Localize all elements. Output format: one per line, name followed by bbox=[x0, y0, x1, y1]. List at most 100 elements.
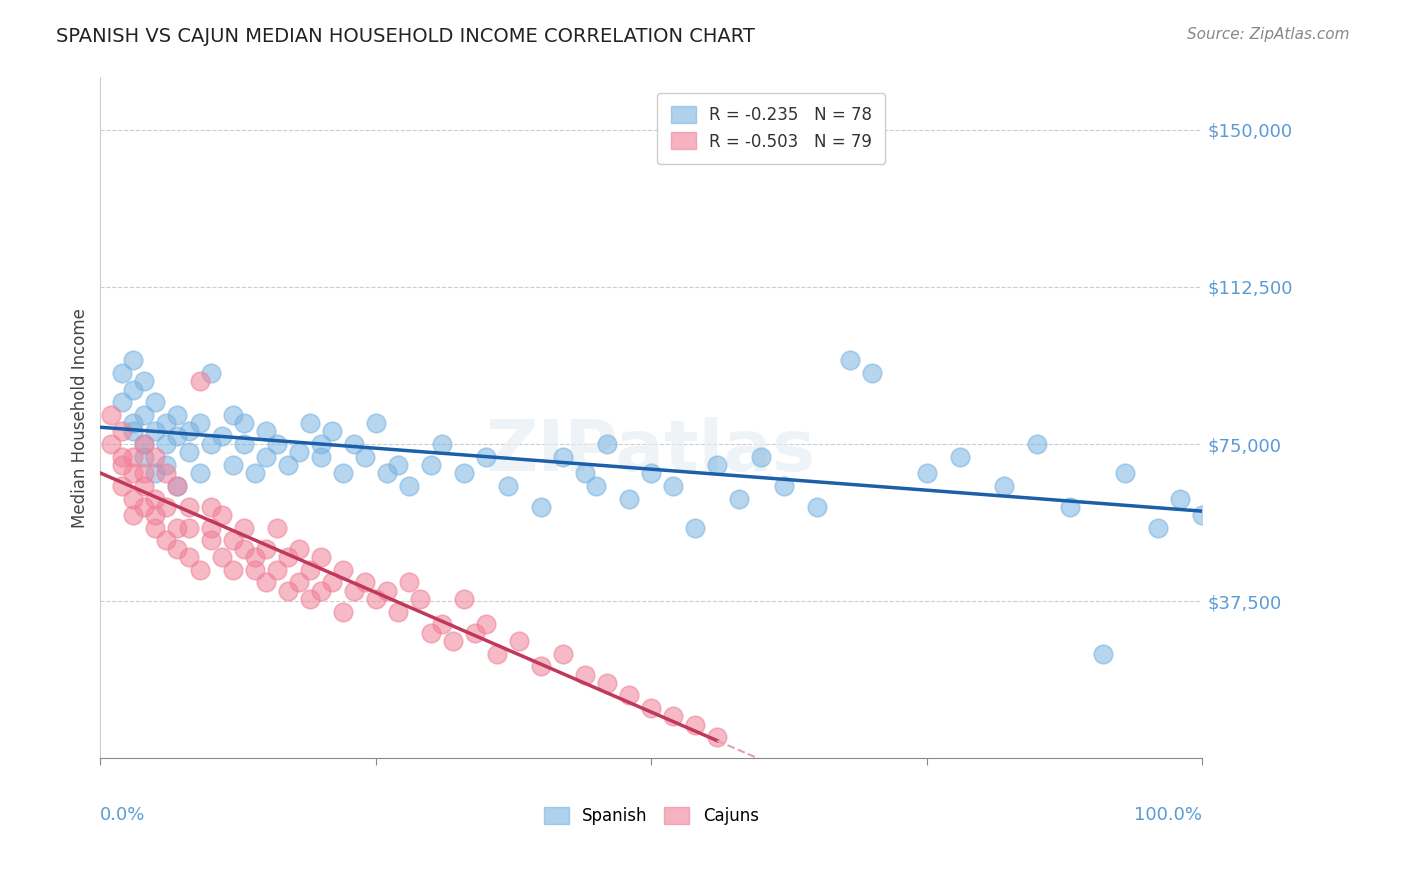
Point bbox=[949, 450, 972, 464]
Point bbox=[266, 521, 288, 535]
Point bbox=[475, 617, 498, 632]
Point bbox=[1191, 508, 1213, 523]
Point bbox=[134, 479, 156, 493]
Point bbox=[685, 718, 707, 732]
Point bbox=[232, 416, 254, 430]
Point bbox=[419, 458, 441, 472]
Point bbox=[441, 634, 464, 648]
Point bbox=[111, 425, 134, 439]
Point bbox=[751, 450, 773, 464]
Point bbox=[145, 395, 167, 409]
Point bbox=[662, 709, 685, 723]
Point bbox=[177, 500, 200, 514]
Legend: Spanish, Cajuns: Spanish, Cajuns bbox=[537, 800, 765, 831]
Point bbox=[111, 479, 134, 493]
Point bbox=[530, 659, 553, 673]
Point bbox=[200, 500, 222, 514]
Point bbox=[166, 428, 188, 442]
Point bbox=[134, 467, 156, 481]
Point bbox=[188, 563, 211, 577]
Point bbox=[134, 408, 156, 422]
Point bbox=[122, 425, 145, 439]
Point bbox=[221, 458, 243, 472]
Point bbox=[1026, 437, 1049, 451]
Point bbox=[387, 458, 409, 472]
Point bbox=[122, 467, 145, 481]
Point bbox=[134, 500, 156, 514]
Point bbox=[166, 479, 188, 493]
Point bbox=[332, 563, 354, 577]
Point bbox=[806, 500, 828, 514]
Text: 100.0%: 100.0% bbox=[1135, 806, 1202, 824]
Point bbox=[243, 550, 266, 565]
Point bbox=[409, 592, 432, 607]
Point bbox=[298, 416, 321, 430]
Point bbox=[287, 445, 309, 459]
Point bbox=[1092, 647, 1115, 661]
Point bbox=[430, 437, 453, 451]
Point bbox=[838, 353, 860, 368]
Point bbox=[122, 508, 145, 523]
Text: SPANISH VS CAJUN MEDIAN HOUSEHOLD INCOME CORRELATION CHART: SPANISH VS CAJUN MEDIAN HOUSEHOLD INCOME… bbox=[56, 27, 755, 45]
Point bbox=[221, 533, 243, 548]
Point bbox=[453, 467, 475, 481]
Text: 0.0%: 0.0% bbox=[100, 806, 146, 824]
Point bbox=[619, 491, 641, 506]
Point bbox=[122, 416, 145, 430]
Point bbox=[343, 437, 366, 451]
Point bbox=[155, 500, 177, 514]
Text: Source: ZipAtlas.com: Source: ZipAtlas.com bbox=[1187, 27, 1350, 42]
Point bbox=[475, 450, 498, 464]
Point bbox=[398, 575, 420, 590]
Point bbox=[706, 458, 728, 472]
Point bbox=[211, 550, 233, 565]
Point bbox=[254, 575, 277, 590]
Point bbox=[596, 437, 619, 451]
Point bbox=[309, 450, 332, 464]
Point bbox=[243, 563, 266, 577]
Point bbox=[321, 425, 343, 439]
Point bbox=[430, 617, 453, 632]
Point bbox=[530, 500, 553, 514]
Point bbox=[640, 701, 662, 715]
Point bbox=[254, 450, 277, 464]
Point bbox=[486, 647, 509, 661]
Point bbox=[309, 583, 332, 598]
Point bbox=[298, 563, 321, 577]
Point bbox=[200, 521, 222, 535]
Point bbox=[353, 575, 375, 590]
Point bbox=[1114, 467, 1136, 481]
Point bbox=[254, 425, 277, 439]
Y-axis label: Median Household Income: Median Household Income bbox=[72, 308, 89, 528]
Point bbox=[188, 467, 211, 481]
Point bbox=[177, 425, 200, 439]
Point bbox=[111, 450, 134, 464]
Point bbox=[145, 521, 167, 535]
Point bbox=[145, 425, 167, 439]
Point bbox=[860, 366, 883, 380]
Point bbox=[343, 583, 366, 598]
Point bbox=[364, 416, 387, 430]
Point bbox=[1059, 500, 1081, 514]
Point bbox=[200, 437, 222, 451]
Point bbox=[145, 467, 167, 481]
Point bbox=[111, 458, 134, 472]
Point bbox=[375, 467, 398, 481]
Point bbox=[145, 491, 167, 506]
Point bbox=[619, 689, 641, 703]
Point bbox=[145, 508, 167, 523]
Point bbox=[232, 521, 254, 535]
Point bbox=[211, 508, 233, 523]
Text: ZIPatlas: ZIPatlas bbox=[486, 417, 817, 486]
Point bbox=[134, 437, 156, 451]
Point bbox=[122, 383, 145, 397]
Point bbox=[134, 374, 156, 388]
Point bbox=[122, 353, 145, 368]
Point bbox=[1168, 491, 1191, 506]
Point bbox=[375, 583, 398, 598]
Point bbox=[122, 450, 145, 464]
Point bbox=[166, 479, 188, 493]
Point bbox=[243, 467, 266, 481]
Point bbox=[134, 450, 156, 464]
Point bbox=[453, 592, 475, 607]
